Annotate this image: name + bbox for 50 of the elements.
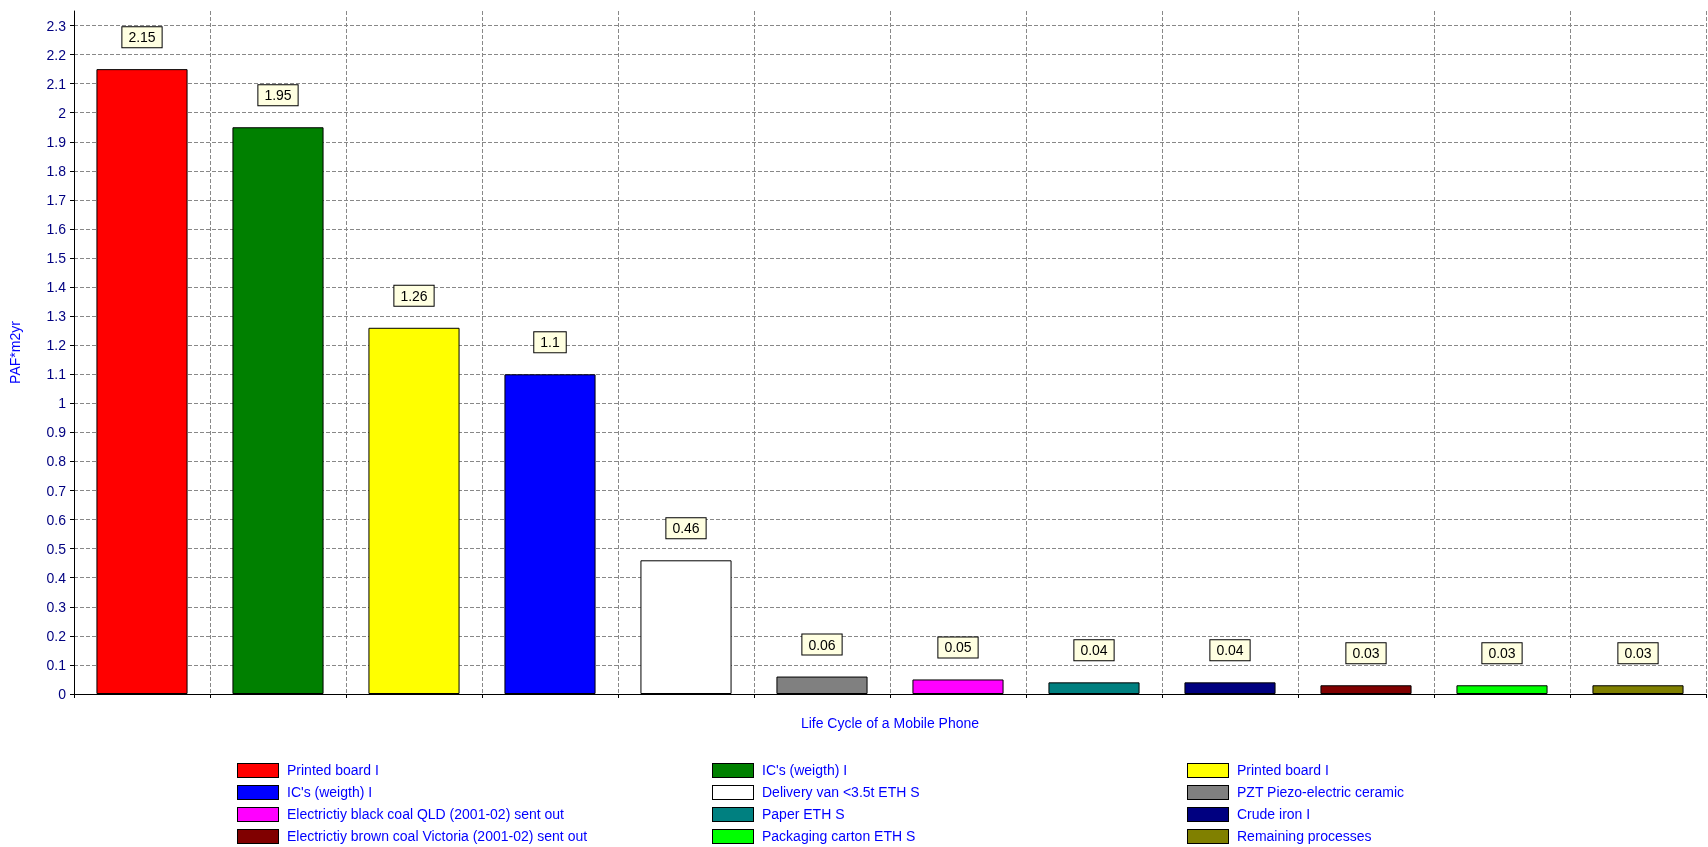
x-axis-title: Life Cycle of a Mobile Phone [800, 715, 980, 731]
y-tick-label: 1.1 [46, 366, 67, 383]
y-tick-label: 0.4 [46, 569, 67, 586]
y-tick-label: 2 [58, 104, 67, 121]
y-axis-title: PAF*m2yr [7, 320, 23, 384]
y-tick-label: 1.4 [46, 279, 67, 296]
data-label: 0.03 [1352, 645, 1380, 662]
y-tick-label: 1 [58, 395, 67, 412]
data-label: 0.03 [1624, 645, 1652, 662]
y-tick-label: 0.2 [46, 627, 67, 644]
legend-label: PZT Piezo-electric ceramic [1237, 784, 1405, 800]
data-label: 0.04 [1080, 642, 1108, 659]
data-label: 2.15 [128, 29, 156, 46]
legend-label: Delivery van <3.5t ETH S [762, 784, 920, 800]
y-tick-label: 2.1 [46, 75, 67, 92]
y-tick-label: 0.3 [46, 598, 67, 615]
legend-label: Crude iron I [1237, 806, 1311, 822]
y-tick-label: 1.6 [46, 220, 67, 237]
data-label: 0.06 [808, 636, 836, 653]
y-tick-label: 1.7 [46, 191, 67, 208]
data-label: 1.1 [540, 334, 560, 351]
y-tick-label: 0.5 [46, 540, 67, 557]
legend-label: Paper ETH S [762, 806, 845, 822]
y-tick-label: 0.7 [46, 482, 67, 499]
data-label: 0.04 [1216, 642, 1244, 659]
legend-label: Electrictiy black coal QLD (2001-02) sent out [287, 806, 565, 822]
legend-label: IC's (weigth) I [762, 762, 848, 778]
y-tick-label: 2.3 [46, 17, 67, 34]
y-tick-label: 1.8 [46, 162, 67, 179]
legend-label: IC's (weigth) I [287, 784, 373, 800]
data-label: 1.26 [400, 287, 428, 304]
y-tick-label: 1.5 [46, 250, 67, 267]
y-tick-label: 0 [58, 686, 67, 702]
y-tick-label: 0.1 [46, 656, 67, 673]
legend-label: Remaining processes [1237, 828, 1372, 844]
data-label: 0.05 [944, 639, 972, 656]
legend-label: Electrictiy brown coal Victoria (2001-02) sent out [287, 828, 588, 844]
data-label: 0.03 [1488, 645, 1516, 662]
legend-label: Packaging carton ETH S [762, 828, 916, 844]
y-tick-label: 2.2 [46, 46, 67, 63]
y-tick-label: 0.6 [46, 511, 67, 528]
data-label: 1.95 [264, 87, 292, 104]
y-tick-label: 0.9 [46, 424, 67, 441]
y-tick-label: 1.3 [46, 308, 67, 325]
y-tick-label: 0.8 [46, 453, 67, 470]
y-tick-label: 1.2 [46, 337, 67, 354]
legend-label: Printed board I [287, 762, 379, 778]
legend-label: Printed board I [1237, 762, 1329, 778]
data-label: 0.46 [672, 520, 700, 537]
y-tick-label: 1.9 [46, 133, 67, 150]
